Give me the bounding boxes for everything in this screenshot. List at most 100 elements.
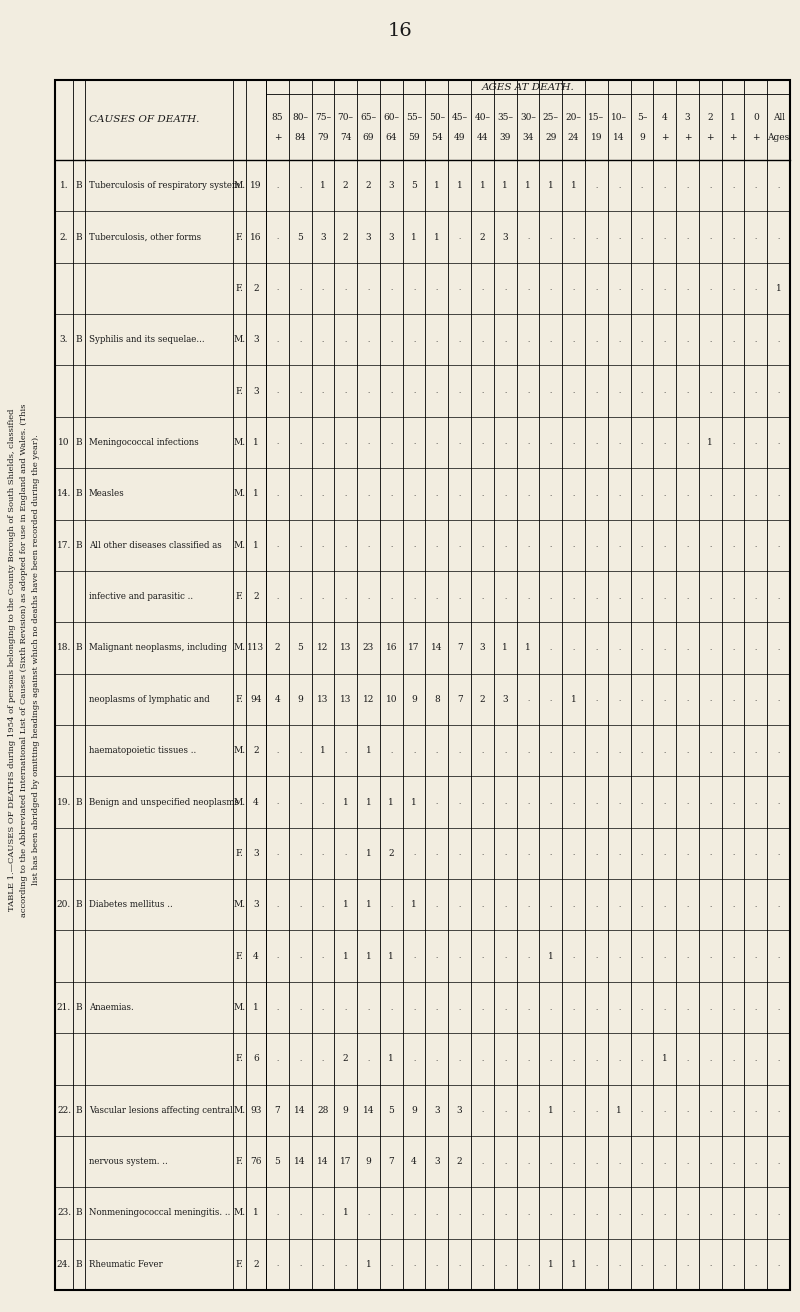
Text: .: . [732,1055,734,1063]
Text: 80–: 80– [292,113,308,122]
Text: 1: 1 [525,643,531,652]
Text: .: . [299,542,302,550]
Text: Diabetes mellitus ..: Diabetes mellitus .. [89,900,173,909]
Text: .: . [482,336,483,344]
Text: .: . [413,849,415,858]
Text: .: . [709,234,711,241]
Text: .: . [778,438,780,446]
Text: .: . [641,798,643,806]
Text: Anaemias.: Anaemias. [89,1002,134,1012]
Text: .: . [550,1055,552,1063]
Text: .: . [778,336,780,344]
Text: .: . [686,234,689,241]
Text: 2: 2 [343,232,349,241]
Text: M.: M. [234,1208,246,1218]
Text: .: . [413,747,415,754]
Text: .: . [299,336,302,344]
Text: 1: 1 [343,951,349,960]
Text: .: . [299,1055,302,1063]
Text: .: . [686,1208,689,1218]
Text: .: . [778,387,780,395]
Text: .: . [573,1208,574,1218]
Text: .: . [732,1208,734,1218]
Text: .: . [663,953,666,960]
Text: .: . [573,438,574,446]
Text: .: . [732,901,734,909]
Text: .: . [504,438,506,446]
Text: .: . [550,849,552,858]
Text: .: . [527,849,529,858]
Text: .: . [778,181,780,190]
Text: .: . [345,285,347,293]
Text: .: . [436,1004,438,1012]
Text: list has been abridged by omitting headings against which no deaths have been re: list has been abridged by omitting headi… [32,434,40,886]
Text: 4: 4 [253,798,259,807]
Text: .: . [367,285,370,293]
Text: .: . [527,1157,529,1165]
Text: .: . [458,438,461,446]
Text: 1: 1 [411,900,417,909]
Text: M.: M. [234,541,246,550]
Text: Syphilis and its sequelae...: Syphilis and its sequelae... [89,336,205,344]
Text: .: . [482,1157,483,1165]
Text: .: . [732,695,734,703]
Text: .: . [618,849,620,858]
Text: Measles: Measles [89,489,125,499]
Text: .: . [345,489,347,497]
Text: .: . [709,1004,711,1012]
Text: .: . [686,1157,689,1165]
Text: .: . [618,387,620,395]
Text: .: . [436,1055,438,1063]
Text: .: . [390,1004,393,1012]
Text: .: . [436,593,438,601]
Text: .: . [573,849,574,858]
Text: 70–: 70– [338,113,354,122]
Text: 93: 93 [250,1106,262,1115]
Text: 23.: 23. [57,1208,71,1218]
Text: .: . [595,695,598,703]
Text: .: . [276,181,278,190]
Text: .: . [663,542,666,550]
Text: .: . [732,849,734,858]
Text: 16: 16 [250,232,262,241]
Text: .: . [322,1004,324,1012]
Text: .: . [436,542,438,550]
Text: 1: 1 [707,438,713,447]
Text: 12: 12 [318,643,329,652]
Text: .: . [595,336,598,344]
Text: .: . [436,747,438,754]
Text: .: . [504,542,506,550]
Text: 3: 3 [685,113,690,122]
Text: .: . [663,285,666,293]
Text: 74: 74 [340,133,351,142]
Text: 1: 1 [548,181,554,190]
Text: 5: 5 [298,232,303,241]
Text: .: . [686,387,689,395]
Text: .: . [345,542,347,550]
Text: .: . [367,489,370,497]
Text: .: . [641,1004,643,1012]
Text: .: . [527,285,529,293]
Text: .: . [732,593,734,601]
Text: M.: M. [234,643,246,652]
Text: .: . [709,285,711,293]
Text: .: . [778,695,780,703]
Text: .: . [618,747,620,754]
Text: F.: F. [235,592,243,601]
Text: .: . [527,1261,529,1269]
Text: B: B [76,541,82,550]
Text: .: . [663,234,666,241]
Text: .: . [458,1208,461,1218]
Text: .: . [322,953,324,960]
Text: 1: 1 [343,798,349,807]
Text: 60–: 60– [383,113,399,122]
Text: .: . [322,593,324,601]
Text: .: . [527,1208,529,1218]
Text: .: . [276,849,278,858]
Text: .: . [276,489,278,497]
Text: Tuberculosis, other forms: Tuberculosis, other forms [89,232,201,241]
Text: .: . [732,387,734,395]
Text: 1: 1 [320,181,326,190]
Text: 28: 28 [318,1106,329,1115]
Text: .: . [595,542,598,550]
